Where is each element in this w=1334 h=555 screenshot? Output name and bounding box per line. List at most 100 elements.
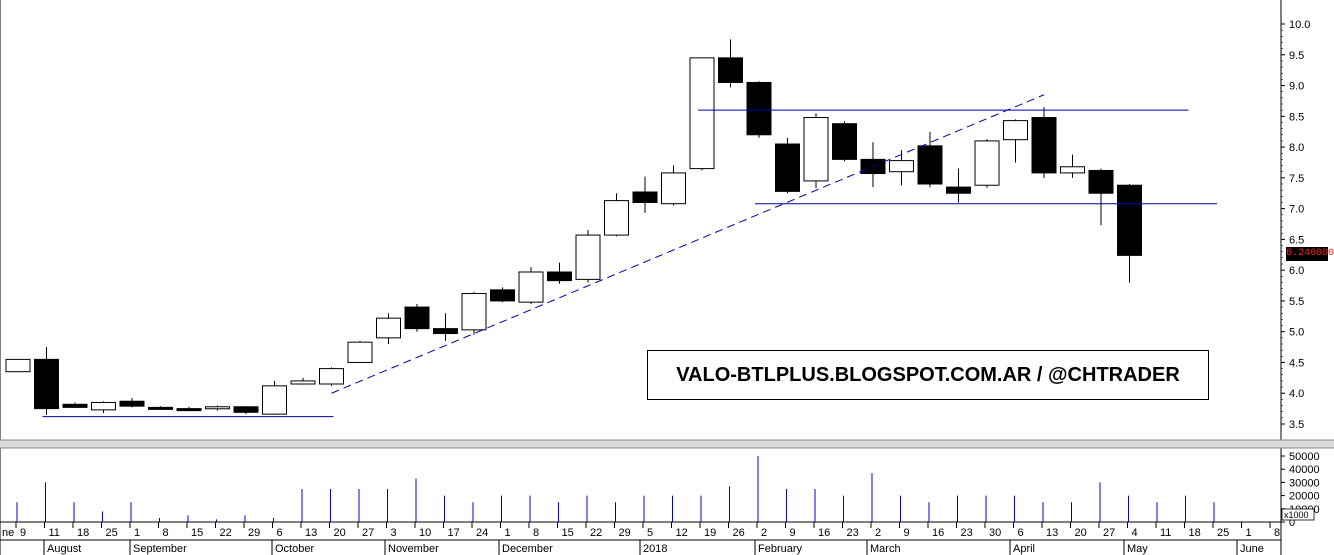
date-tick-label: 15 <box>191 527 203 539</box>
candle-body-up <box>575 234 601 280</box>
date-tick-label: 25 <box>1217 527 1229 539</box>
candle <box>490 287 515 303</box>
candle-body-up <box>803 117 829 182</box>
date-tick-label: 1 <box>1246 527 1252 539</box>
candle <box>1088 168 1114 226</box>
candle <box>262 380 287 415</box>
month-label: June <box>1240 543 1264 555</box>
candle <box>689 57 715 171</box>
date-tick-label: 23 <box>847 527 859 539</box>
price-tick-label: 9.5 <box>1289 50 1304 62</box>
date-tick-label: 20 <box>1075 527 1087 539</box>
candle <box>148 406 173 410</box>
volume-multiplier-label: x1000 <box>1284 510 1309 520</box>
price-tick-label: 7.5 <box>1289 173 1304 185</box>
candle-body-down <box>433 328 458 335</box>
candle <box>290 377 316 385</box>
price-tick-label: 6.0 <box>1289 265 1304 277</box>
date-tick-label: 8 <box>163 527 169 539</box>
candle-body-down <box>632 191 658 203</box>
price-tick-label: 8.5 <box>1289 111 1304 123</box>
date-tick-label: 29 <box>248 527 260 539</box>
candle-body-down <box>946 186 971 194</box>
price-tick-label: 5.5 <box>1289 296 1304 308</box>
date-tick-label: 27 <box>362 527 374 539</box>
price-tick-label: 6.5 <box>1289 234 1304 246</box>
month-label: August <box>47 543 81 555</box>
date-tick-label: 22 <box>220 527 232 539</box>
volume-tick-label: 0 <box>1289 517 1295 529</box>
month-label: May <box>1127 543 1148 555</box>
pane-separator <box>0 440 1334 448</box>
month-label: October <box>275 543 314 555</box>
candle-body-up <box>5 358 31 373</box>
candle <box>803 113 829 189</box>
date-tick-label: 13 <box>305 527 317 539</box>
date-tick-label: 6 <box>1018 527 1024 539</box>
price-tick-label: 9.0 <box>1289 81 1304 93</box>
date-tick-label: 20 <box>334 527 346 539</box>
date-tick-label: 18 <box>1189 527 1201 539</box>
candle <box>575 230 601 283</box>
price-tick-label: 4.0 <box>1289 388 1304 400</box>
candle <box>376 313 401 344</box>
volume-tick-label: 20000 <box>1289 491 1320 503</box>
candle <box>176 406 202 412</box>
candle-body-up <box>974 140 1000 186</box>
candle <box>917 131 943 188</box>
date-tick-label: 17 <box>448 527 460 539</box>
date-tick-label: 26 <box>733 527 745 539</box>
candle <box>718 39 743 88</box>
candle-body-up <box>205 406 230 410</box>
date-tick-label: 2 <box>761 527 767 539</box>
date-tick-label: 11 <box>49 527 60 539</box>
candle <box>604 193 629 237</box>
price-tick-label: 10.0 <box>1289 19 1310 31</box>
candle <box>91 401 116 413</box>
candle-body-up <box>319 368 344 385</box>
date-tick-label: 2 <box>875 527 881 539</box>
candle <box>205 405 230 411</box>
candle <box>1003 119 1028 163</box>
candle-body-down <box>775 143 800 192</box>
candle-body-down <box>404 306 430 330</box>
date-tick-label: 3 <box>391 527 397 539</box>
date-tick-label: 10 <box>419 527 431 539</box>
candle-body-down <box>490 289 515 302</box>
candle <box>347 340 373 364</box>
candle <box>889 150 914 186</box>
date-tick-label: 12 <box>676 527 688 539</box>
candle-body-down <box>718 57 743 83</box>
candle-body-up <box>461 293 487 331</box>
candle <box>974 139 1000 188</box>
price-tick-label: 4.5 <box>1289 357 1304 369</box>
month-label: November <box>388 543 439 555</box>
candle-body-up <box>689 57 715 170</box>
candle-body-up <box>290 380 316 385</box>
candle-body-up <box>518 271 544 303</box>
candle-body-down <box>62 403 88 408</box>
volume-multiplier-box <box>1281 508 1315 521</box>
candle-body-down <box>547 271 572 282</box>
candle-body-down <box>176 408 202 412</box>
candle-body-up <box>347 341 373 363</box>
date-tick-label: 18 <box>77 527 89 539</box>
candle <box>319 367 344 386</box>
candle-body-down <box>1117 184 1142 256</box>
date-tick-label: 29 <box>619 527 631 539</box>
month-label: February <box>758 543 803 555</box>
volume-tick-label: 50000 <box>1289 451 1320 463</box>
candle-body-up <box>262 385 287 415</box>
candle-body-down <box>832 123 857 160</box>
candle-body-down <box>1088 169 1114 194</box>
candle-body-down <box>233 406 259 413</box>
candle-body-down <box>34 358 59 410</box>
date-tick-label: 22 <box>590 527 602 539</box>
volume-tick-label: 30000 <box>1289 477 1320 489</box>
candle <box>518 267 544 304</box>
date-tick-label: 27 <box>1103 527 1115 539</box>
candle <box>632 176 658 213</box>
date-tick-label: 1 <box>505 527 511 539</box>
candle <box>34 347 59 415</box>
trendline <box>331 94 1045 394</box>
